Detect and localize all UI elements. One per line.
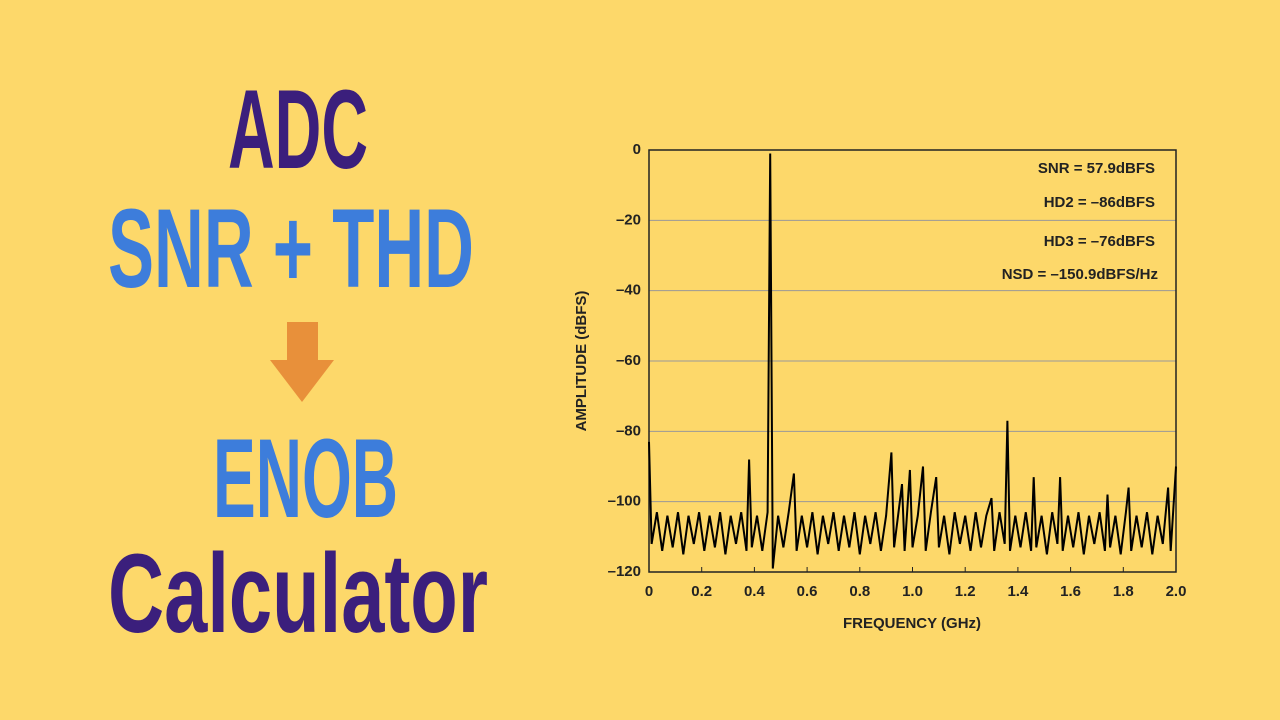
headline-line: ADC [228,67,368,192]
x-axis-label: FREQUENCY (GHz) [843,615,981,632]
x-tick-label: 1.6 [1060,583,1081,600]
headline-line: Calculator [108,531,488,656]
y-axis-label: AMPLITUDE (dBFS) [573,291,590,432]
x-tick-label: 1.4 [1007,583,1029,600]
x-tick-label: 0.8 [849,583,870,600]
plot-frame [648,149,1177,573]
headline-line: SNR + THD [108,186,474,311]
annotation: HD3 = –76dBFS [1044,233,1155,250]
headline-line: ENOB [213,416,398,541]
y-tick-label: –80 [616,422,641,439]
x-tick-label: 0.6 [797,583,818,600]
y-tick-label: 0 [633,141,641,158]
x-tick-label: 2.0 [1166,583,1187,600]
y-tick-label: –100 [608,493,641,510]
y-tick-label: –120 [608,563,641,580]
spectrum-line [648,153,1177,569]
arrow [270,322,334,402]
x-tick-label: 0.4 [744,583,766,600]
annotation: NSD = –150.9dBFS/Hz [1002,266,1158,283]
y-tick-label: –40 [616,282,641,299]
x-tick-label: 0 [645,583,653,600]
annotation: HD2 = –86dBFS [1044,194,1155,211]
y-tick-label: –20 [616,211,641,228]
x-tick-label: 1.2 [955,583,976,600]
x-tick-label: 1.0 [902,583,923,600]
x-tick-label: 1.8 [1113,583,1134,600]
y-tick-label: –60 [616,352,641,369]
x-tick-label: 0.2 [691,583,712,600]
annotation: SNR = 57.9dBFS [1038,160,1155,177]
